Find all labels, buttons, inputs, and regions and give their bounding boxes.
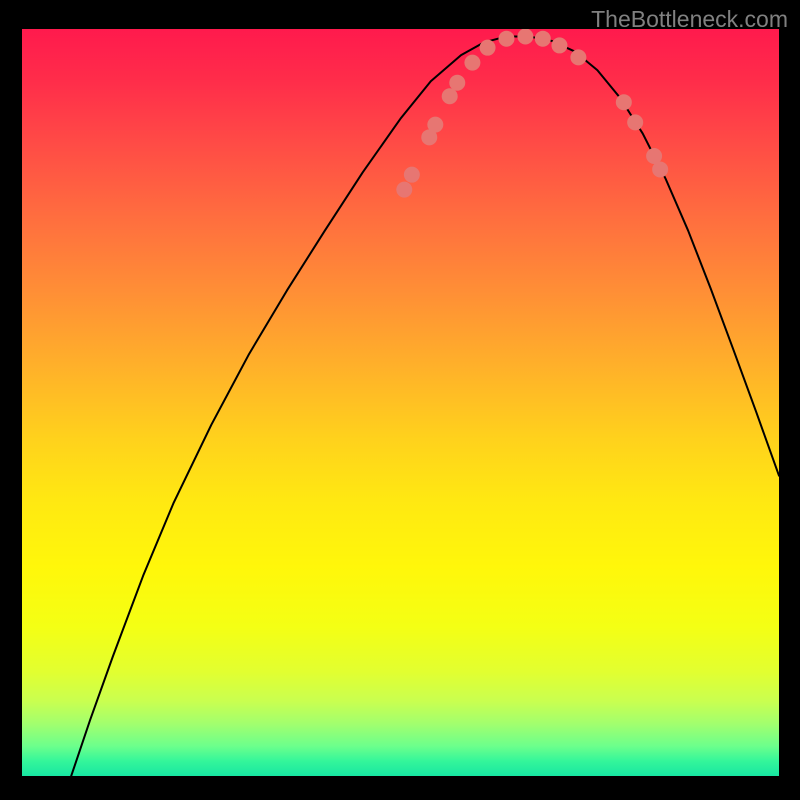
data-marker: [570, 49, 586, 65]
data-marker: [449, 75, 465, 91]
data-marker: [627, 114, 643, 130]
data-marker: [535, 31, 551, 47]
data-marker: [464, 55, 480, 71]
data-marker: [652, 161, 668, 177]
data-marker: [517, 29, 533, 44]
plot-area: [22, 29, 779, 776]
data-marker: [442, 88, 458, 104]
data-marker: [616, 94, 632, 110]
data-marker: [551, 37, 567, 53]
data-marker: [480, 40, 496, 56]
attribution-text: TheBottleneck.com: [591, 6, 788, 33]
data-marker: [404, 167, 420, 183]
chart-frame: TheBottleneck.com: [0, 0, 800, 800]
data-marker: [427, 117, 443, 133]
gradient-background: [22, 29, 779, 776]
data-marker: [498, 31, 514, 47]
data-marker: [396, 182, 412, 198]
